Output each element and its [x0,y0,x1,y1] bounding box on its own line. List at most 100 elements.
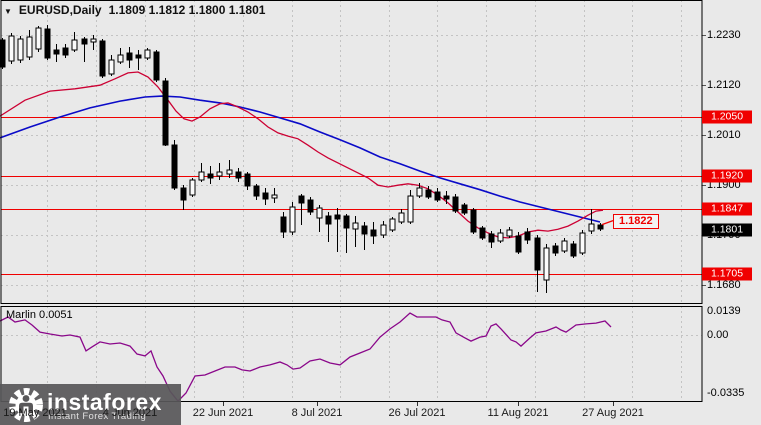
candle-up [144,49,151,59]
candle-down [0,39,6,68]
candle-down [570,243,577,257]
price-tick-label: 1.1680 [707,279,741,291]
date-tick-label: 11 Aug 2021 [487,407,549,419]
candle-down [488,233,495,243]
candle-down [135,54,142,59]
candle-down [343,215,350,229]
candle-down [552,245,559,254]
candle-up [108,59,115,75]
candle-down [597,224,604,230]
candle-up [35,27,42,50]
date-tick-label: 4 Jun 2021 [102,407,158,419]
candle-down [53,49,60,55]
ohlc-readout: 1.1809 1.1812 1.1800 1.1801 [108,3,266,17]
candle-up [352,222,359,230]
indicator-tick-label: 0.0139 [707,305,741,317]
candle-up [398,212,405,223]
level-price-tag: 1.1705 [702,267,752,281]
candle-up [198,171,205,181]
candle-down [443,195,450,200]
indicator-value: 0.0051 [39,309,73,321]
candle-up [8,35,15,62]
candle-up [389,218,396,231]
instaforex-gear-icon [9,387,43,422]
symbol-menu-icon[interactable]: ▼ [4,6,12,16]
candle-up [407,195,414,223]
candle-up [588,223,595,232]
candle-down [361,225,368,235]
candle-down [470,209,477,233]
candle-down [425,189,432,198]
candle-down [153,51,160,81]
candle-down [515,235,522,253]
date-tick-label: 22 Jun 2021 [192,407,254,419]
candle-up [543,247,550,281]
candle-up [506,229,513,237]
candle-up [71,39,78,51]
candle-up [380,224,387,236]
forecast-callout[interactable]: 1.1822 [613,214,659,229]
candle-down [44,28,51,59]
candle-up [271,194,278,199]
candle-down [452,196,459,212]
date-tick-label: 27 Aug 2021 [582,407,644,419]
price-tick-label: 1.2010 [707,129,741,141]
candle-down [479,227,486,239]
indicator-tick-label: 0.00 [707,329,729,341]
indicator-name: Marlin [6,309,36,321]
date-tick-label: 8 Jul 2021 [291,407,343,419]
candle-down [298,195,305,204]
candle-down [180,187,187,201]
candle-up [226,169,233,175]
candle-up [289,206,296,233]
candle-up [189,179,196,196]
chart-title-bar: ▼ EURUSD,Daily 1.1809 1.1812 1.1800 1.18… [4,3,265,17]
candle-up [561,240,568,252]
candle-down [307,199,314,213]
candle-down [162,80,169,146]
candle-down [81,38,88,45]
candle-up [26,36,33,58]
ma-slow-line [0,95,601,223]
candle-up [216,171,223,177]
level-price-tag: 1.1847 [702,202,752,216]
level-price-tag: 1.2050 [702,110,752,124]
candle-down [62,47,69,56]
price-tick-label: 1.2120 [707,79,741,91]
level-price-tag: 1.1920 [702,169,752,183]
candle-down [253,185,260,197]
indicator-tick-label: -0.0335 [707,387,745,399]
candle-down [370,229,377,237]
date-tick-label: 26 Jul 2021 [388,407,446,419]
candle-down [207,173,214,179]
candle-down [262,192,269,200]
candle-down [171,144,178,189]
candle-down [244,173,251,187]
candle-down [524,231,531,241]
candle-up [497,232,504,242]
candle-up [416,187,423,197]
symbol-period-label: EURUSD,Daily [18,3,102,17]
current-price-tag: 1.1801 [702,223,752,237]
candle-down [434,191,441,201]
candle-down [126,52,133,61]
candle-down [99,40,106,77]
price-tick-label: 1.2230 [707,29,741,41]
watermark: instaforex Instant Forex Trading [0,384,181,425]
candle-up [90,38,97,43]
candle-up [316,207,323,219]
marlin-line [0,312,612,403]
candle-down [280,216,287,233]
candle-down [235,171,242,179]
candle-up [117,54,124,63]
candle-down [534,237,541,271]
forecast-price: 1.1822 [619,215,653,227]
candle-down [334,214,341,220]
date-tick-label: 19 May 2021 [3,407,67,419]
candle-up [17,38,24,61]
watermark-tagline: Instant Forex Trading [48,411,147,422]
candle-up [579,232,586,254]
indicator-title: Marlin 0.0051 [6,309,73,321]
